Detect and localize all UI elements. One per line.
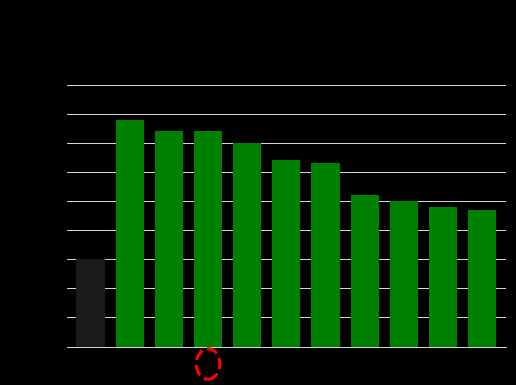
Bar	[312, 163, 340, 346]
Bar	[233, 143, 261, 346]
Bar	[350, 195, 379, 346]
Bar	[155, 131, 183, 346]
Bar	[429, 207, 457, 346]
Bar	[390, 201, 418, 346]
Bar	[76, 259, 105, 346]
Bar	[116, 120, 144, 346]
Bar	[272, 160, 300, 346]
Bar	[468, 210, 496, 346]
Bar	[194, 131, 222, 346]
